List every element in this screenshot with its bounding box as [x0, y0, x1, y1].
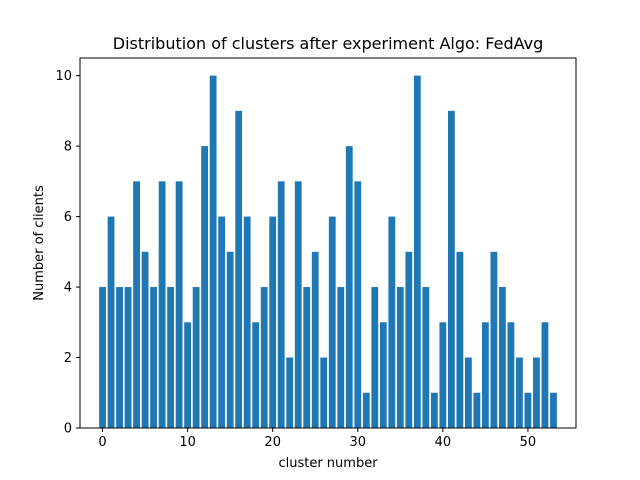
bar-cluster-23: [294, 181, 302, 428]
x-tick-label: 20: [264, 435, 281, 450]
bar-cluster-9: [175, 181, 183, 428]
bar-cluster-49: [516, 357, 523, 428]
x-axis-ticks: 0 10 20 30 40 50: [98, 428, 536, 450]
bar-cluster-13: [209, 75, 217, 428]
bar-cluster-11: [192, 287, 200, 428]
bar-cluster-28: [337, 287, 345, 428]
bar-cluster-19: [260, 287, 268, 428]
bar-cluster-42: [456, 251, 464, 428]
bar-cluster-31: [362, 392, 370, 428]
bar-cluster-22: [286, 357, 294, 428]
bar-cluster-52: [541, 322, 549, 428]
bar-cluster-30: [354, 181, 362, 428]
bar-cluster-2: [116, 287, 123, 428]
bar-cluster-29: [345, 146, 353, 428]
bar-cluster-1: [107, 216, 115, 428]
bar-cluster-41: [447, 110, 455, 428]
bar-cluster-5: [141, 251, 149, 428]
bar-cluster-20: [269, 216, 277, 428]
bar-cluster-34: [388, 216, 396, 428]
bar-cluster-33: [379, 322, 387, 428]
bar-cluster-37: [413, 75, 421, 428]
y-tick-label: 4: [64, 281, 72, 296]
bar-cluster-26: [320, 357, 328, 428]
x-tick-label: 30: [350, 435, 367, 450]
bar-cluster-10: [184, 322, 192, 428]
y-tick-label: 2: [64, 351, 72, 366]
bar-cluster-8: [167, 287, 175, 428]
y-tick-label: 8: [64, 140, 72, 155]
bar-cluster-53: [550, 392, 557, 428]
bar-cluster-18: [252, 322, 260, 428]
x-tick-label: 50: [520, 435, 537, 450]
bar-cluster-12: [201, 146, 209, 428]
bar-cluster-45: [481, 322, 489, 428]
y-tick-label: 10: [55, 69, 72, 84]
bars-group: [99, 75, 557, 428]
bar-cluster-15: [226, 251, 234, 428]
plot-frame: [79, 57, 577, 429]
bar-cluster-44: [473, 392, 481, 428]
bar-cluster-43: [464, 357, 472, 428]
bar-cluster-17: [243, 216, 251, 428]
x-tick-label: 10: [179, 435, 196, 450]
bar-cluster-36: [405, 251, 413, 428]
bar-cluster-32: [371, 287, 379, 428]
bar-cluster-25: [311, 251, 319, 428]
bar-cluster-0: [99, 287, 106, 428]
bar-cluster-27: [328, 216, 336, 428]
bar-cluster-6: [150, 287, 157, 428]
bar-cluster-39: [430, 392, 438, 428]
bar-cluster-24: [303, 287, 311, 428]
bar-cluster-51: [533, 357, 540, 428]
x-tick-label: 40: [435, 435, 452, 450]
y-tick-label: 6: [64, 210, 72, 225]
y-axis-label: Number of clients: [32, 185, 47, 301]
bar-cluster-40: [439, 322, 447, 428]
bar-cluster-4: [133, 181, 140, 428]
bar-cluster-46: [490, 251, 498, 428]
y-tick-label: 0: [64, 422, 72, 437]
bar-cluster-47: [499, 287, 506, 428]
bar-cluster-50: [524, 392, 532, 428]
x-axis-label: cluster number: [278, 456, 378, 471]
bar-cluster-38: [422, 287, 430, 428]
chart-title: Distribution of clusters after experimen…: [113, 34, 543, 53]
bar-cluster-48: [507, 322, 515, 428]
bar-cluster-3: [124, 287, 132, 428]
x-tick-label: 0: [98, 435, 106, 450]
bar-cluster-7: [158, 181, 166, 428]
bar-cluster-35: [396, 287, 404, 428]
bar-cluster-16: [235, 110, 243, 428]
bar-cluster-14: [218, 216, 226, 428]
bar-cluster-21: [277, 181, 285, 428]
y-axis-ticks: 0 2 4 6 8 10: [55, 69, 80, 437]
